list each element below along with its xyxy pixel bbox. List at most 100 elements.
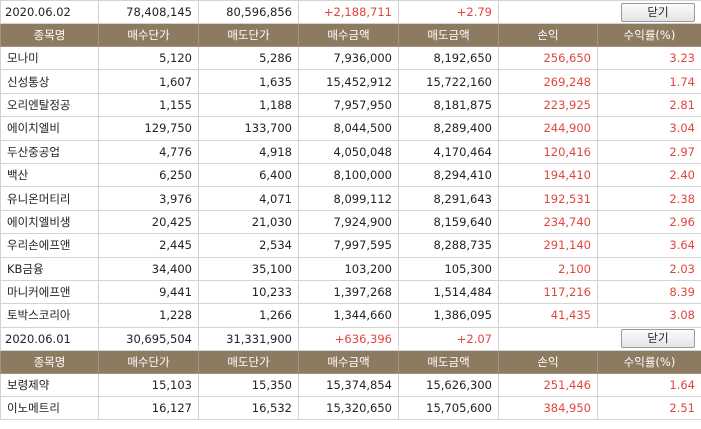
header-buy-amount[interactable]: 매수금액 (298, 23, 399, 47)
buy-price: 15,103 (98, 372, 199, 398)
table-row[interactable]: 유니온머티리 3,976 4,071 8,099,112 8,291,643 192,53… (0, 186, 701, 211)
buy-price: 1,155 (98, 92, 199, 118)
sell-amount: 8,181,875 (398, 92, 499, 118)
summary-sell-total: 80,596,856 (198, 0, 299, 24)
buy-price: 16,127 (98, 396, 199, 421)
sell-price: 10,233 (198, 279, 299, 305)
table-row[interactable]: 두산중공업 4,776 4,918 4,050,048 4,170,464 120,416… (0, 139, 701, 164)
header-sell-amount[interactable]: 매도금액 (398, 23, 499, 47)
header-buy-price[interactable]: 매수단가 (98, 349, 199, 374)
header-sell-price[interactable]: 매도단가 (198, 349, 299, 374)
buy-price: 6,250 (98, 162, 199, 188)
sell-price: 16,532 (198, 396, 299, 421)
sell-amount: 8,294,410 (398, 162, 499, 188)
header-buy-price[interactable]: 매수단가 (98, 23, 199, 47)
buy-amount: 103,200 (298, 256, 399, 281)
buy-price: 4,776 (98, 139, 199, 164)
sell-price: 21,030 (198, 209, 299, 235)
sell-amount: 1,514,484 (398, 279, 499, 305)
stock-name[interactable]: 두산중공업 (0, 139, 99, 164)
profit: 223,925 (498, 92, 598, 118)
header-buy-amount[interactable]: 매수금액 (298, 349, 399, 374)
table-row[interactable]: 신성통상 1,607 1,635 15,452,912 15,722,160 269,24… (0, 69, 701, 94)
table-row[interactable]: KB금융 34,400 35,100 103,200 105,300 2,100 2.03 (0, 256, 701, 281)
buy-price: 9,441 (98, 279, 199, 305)
header-return-rate[interactable]: 수익률(%) (597, 349, 701, 374)
sell-price: 35,100 (198, 256, 299, 281)
stock-name[interactable]: 에이치엘비생 (0, 209, 99, 235)
stock-name[interactable]: 토박스코리아 (0, 303, 99, 328)
stock-name[interactable]: 모나미 (0, 45, 99, 71)
table-row[interactable]: 이노메트리 16,127 16,532 15,320,650 15,705,600 384… (0, 396, 701, 421)
summary-return-rate: +2.07 (398, 326, 499, 351)
buy-price: 34,400 (98, 256, 199, 281)
table-row[interactable]: 에이치엘비 129,750 133,700 8,044,500 8,289,400 244… (0, 116, 701, 141)
buy-amount: 1,344,660 (298, 303, 399, 328)
stock-name[interactable]: 백산 (0, 162, 99, 188)
return-rate: 3.08 (597, 303, 701, 328)
stock-name[interactable]: 보령제약 (0, 372, 99, 398)
summary-profit: +636,396 (298, 326, 399, 351)
stock-name[interactable]: 신성통상 (0, 69, 99, 94)
buy-price: 2,445 (98, 233, 199, 258)
header-sell-amount[interactable]: 매도금액 (398, 349, 499, 374)
buy-amount: 15,320,650 (298, 396, 399, 421)
summary-buy-total: 78,408,145 (98, 0, 199, 24)
close-button[interactable]: 닫기 (621, 2, 695, 22)
buy-amount: 7,936,000 (298, 45, 399, 71)
close-button[interactable]: 닫기 (621, 329, 695, 349)
stock-name[interactable]: 유니온머티리 (0, 186, 99, 211)
buy-price: 1,607 (98, 69, 199, 94)
summary-date: 2020.06.01 (0, 326, 99, 351)
buy-price: 5,120 (98, 45, 199, 71)
return-rate: 3.04 (597, 116, 701, 141)
header-stock-name[interactable]: 종목명 (0, 23, 99, 47)
stock-name[interactable]: 오리엔탈정공 (0, 92, 99, 118)
sell-amount: 15,626,300 (398, 372, 499, 398)
table-row[interactable]: 오리엔탈정공 1,155 1,188 7,957,950 8,181,875 223,92… (0, 92, 701, 118)
return-rate: 2.38 (597, 186, 701, 211)
stock-name[interactable]: KB금융 (0, 256, 99, 281)
sell-price: 5,286 (198, 45, 299, 71)
table-row[interactable]: 에이치엘비생 20,425 21,030 7,924,900 8,159,640 234,… (0, 209, 701, 235)
profit: 120,416 (498, 139, 598, 164)
summary-return-rate: +2.79 (398, 0, 499, 24)
profit: 2,100 (498, 256, 598, 281)
header-sell-price[interactable]: 매도단가 (198, 23, 299, 47)
summary-date: 2020.06.02 (0, 0, 99, 24)
summary-buy-total: 30,695,504 (98, 326, 199, 351)
table-row[interactable]: 토박스코리아 1,228 1,266 1,344,660 1,386,095 41,435… (0, 303, 701, 328)
day-summary-row: 2020.06.01 30,695,504 31,331,900 +636,396 +2… (0, 326, 701, 351)
buy-amount: 15,374,854 (298, 372, 399, 398)
return-rate: 8.39 (597, 279, 701, 305)
sell-amount: 8,288,735 (398, 233, 499, 258)
header-stock-name[interactable]: 종목명 (0, 349, 99, 374)
table-row[interactable]: 우리손에프앤 2,445 2,534 7,997,595 8,288,735 291,14… (0, 233, 701, 258)
return-rate: 3.64 (597, 233, 701, 258)
day-summary-row: 2020.06.02 78,408,145 80,596,856 +2,188,711… (0, 0, 701, 24)
close-button-cell: 닫기 (498, 0, 701, 24)
header-return-rate[interactable]: 수익률(%) (597, 23, 701, 47)
buy-price: 20,425 (98, 209, 199, 235)
return-rate: 2.96 (597, 209, 701, 235)
header-profit[interactable]: 손익 (498, 23, 598, 47)
stock-name[interactable]: 마니커에프앤 (0, 279, 99, 305)
table-row[interactable]: 모나미 5,120 5,286 7,936,000 8,192,650 256,650 3.… (0, 45, 701, 71)
return-rate: 1.64 (597, 372, 701, 398)
header-profit[interactable]: 손익 (498, 349, 598, 374)
profit: 244,900 (498, 116, 598, 141)
sell-price: 15,350 (198, 372, 299, 398)
column-header-row: 종목명 매수단가 매도단가 매수금액 매도금액 손익 수익률(%) (0, 23, 701, 47)
table-row[interactable]: 보령제약 15,103 15,350 15,374,854 15,626,300 251,… (0, 372, 701, 398)
table-row[interactable]: 백산 6,250 6,400 8,100,000 8,294,410 194,410 2.4… (0, 162, 701, 188)
buy-amount: 4,050,048 (298, 139, 399, 164)
profit: 269,248 (498, 69, 598, 94)
sell-amount: 8,289,400 (398, 116, 499, 141)
return-rate: 1.74 (597, 69, 701, 94)
stock-name[interactable]: 이노메트리 (0, 396, 99, 421)
profit: 384,950 (498, 396, 598, 421)
stock-name[interactable]: 에이치엘비 (0, 116, 99, 141)
stock-name[interactable]: 우리손에프앤 (0, 233, 99, 258)
table-row[interactable]: 마니커에프앤 9,441 10,233 1,397,268 1,514,484 117,2… (0, 279, 701, 305)
